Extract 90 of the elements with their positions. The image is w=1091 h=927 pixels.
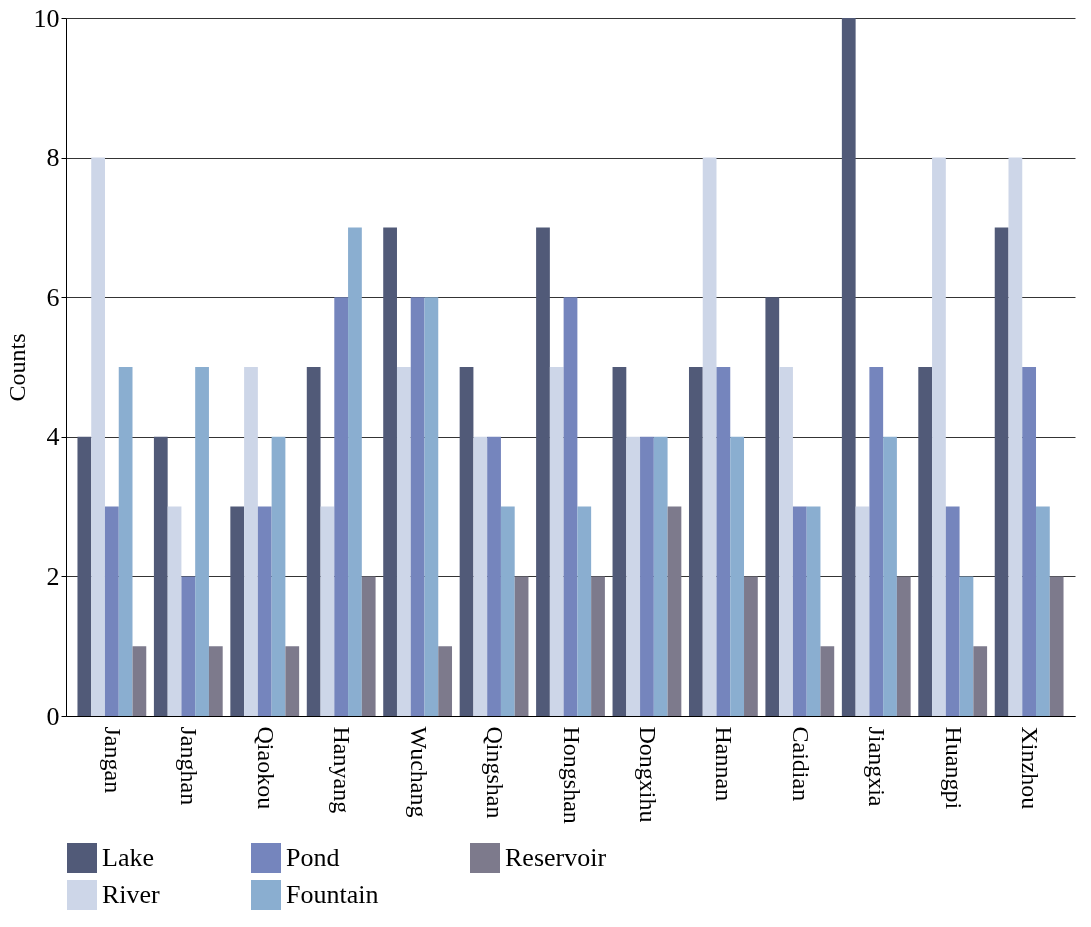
bar [973,646,988,716]
bar [77,436,92,716]
legend-label: Lake [102,843,154,872]
bar [918,367,933,716]
x-tick-label: Hanyang [329,726,356,814]
bar [640,436,654,716]
bar [334,297,349,716]
bar [1049,576,1064,716]
bar [271,436,286,716]
x-tick-label: Hannan [711,726,738,802]
y-tick-label: 6 [46,282,60,312]
bar [716,367,731,716]
legend-label: Reservoir [505,843,607,872]
bar [257,506,272,716]
bar [459,367,474,716]
bar [730,436,745,716]
bar [945,506,960,716]
x-tick-label: Janghan [176,726,203,806]
bar [91,157,105,716]
bar [361,576,376,716]
bar [806,506,821,716]
bar [514,576,529,716]
bar [577,506,592,716]
x-tick-label: Wuchang [405,726,432,818]
bar [153,436,168,716]
bar [1036,506,1050,716]
bar [500,506,515,716]
bar [702,157,717,716]
bar [208,646,223,716]
bar [438,646,453,716]
bar [118,367,133,716]
bar [132,646,147,716]
bar [932,157,946,716]
bar [473,436,488,716]
bar [104,506,119,716]
bar [841,18,856,716]
bar [869,367,884,716]
bar [487,436,501,716]
bar [285,646,300,716]
bar [396,367,411,716]
x-tick-label: Xinzhou [1017,726,1044,810]
y-axis-title: Counts [3,333,30,402]
bar [563,297,578,716]
bar [855,506,870,716]
bar [626,436,641,716]
bar [994,227,1009,716]
x-tick-label: Jiangxia [864,726,891,807]
x-tick-label: Qiaokou [252,726,279,810]
bar [348,227,362,716]
bar [383,227,397,716]
bar [779,367,793,716]
bar [410,297,425,716]
bar [424,297,439,716]
bar [591,576,605,716]
bar [744,576,758,716]
x-tick-label: Dongxihu [634,726,661,823]
y-tick-label: 0 [46,701,60,731]
bar [320,506,335,716]
bar [688,367,703,716]
bar [195,367,209,716]
bar [883,436,897,716]
x-tick-label: Caidian [787,726,814,802]
bar [230,506,245,716]
legend-label: Pond [286,843,340,872]
bar [536,227,550,716]
y-tick-label: 8 [46,143,60,173]
bar [1008,157,1023,716]
bar [820,646,835,716]
y-tick-label: 2 [46,561,60,591]
bar [1022,367,1037,716]
bar [306,367,321,716]
legend-label: River [102,880,161,909]
bar [244,367,258,716]
legend-label: Fountain [286,880,379,909]
bar [792,506,807,716]
bar [765,297,780,716]
bar [667,506,682,716]
y-tick-label: 4 [46,422,60,452]
bar [653,436,668,716]
x-tick-label: Huangpi [940,726,967,810]
bar [612,367,627,716]
x-tick-label: Jangan [99,726,126,794]
bar [181,576,196,716]
bar [167,506,182,716]
x-tick-label: Qingshan [482,726,509,819]
bar [549,367,564,716]
y-tick-label: 10 [33,3,60,33]
x-tick-label: Hongshan [558,726,585,824]
bar [896,576,911,716]
bar [959,576,974,716]
